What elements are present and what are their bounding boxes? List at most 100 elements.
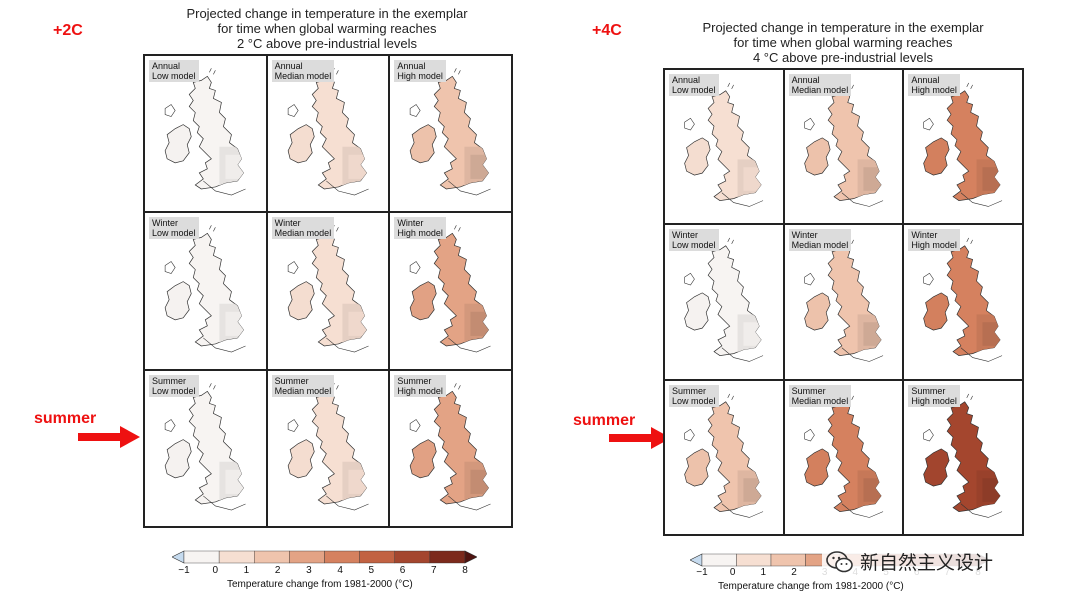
colorbar-segment: [701, 553, 737, 567]
map-cell-label: Summer Median model: [788, 384, 852, 407]
wechat-icon: [826, 550, 853, 572]
map-cell-model: Low model: [152, 228, 196, 239]
uk-map: [287, 382, 369, 510]
map-cell-model: High model: [397, 228, 443, 239]
colorbar-segment: [183, 550, 220, 564]
colorbar-tick-label: 6: [399, 565, 406, 576]
map-cell-label: Summer High model: [394, 374, 446, 397]
panel-title-line: 2 °C above pre-industrial levels: [236, 36, 418, 51]
map-cell-winter-2: Winter High model: [389, 212, 512, 370]
map-cell-model: Median model: [791, 85, 849, 95]
map-cell-season: Winter: [274, 218, 301, 229]
map-cell-model: Low model: [672, 240, 716, 251]
panel-title-line: 4 °C above pre-industrial levels: [752, 50, 934, 65]
panel-title-line: Projected change in temperature in the e…: [186, 6, 468, 21]
colorbar-tick-label: 2: [791, 567, 797, 578]
colorbar-tick-label: 2: [274, 565, 281, 576]
map-cell-label: Summer Low model: [669, 384, 719, 407]
map-cell-label: Annual Median model: [788, 74, 852, 96]
colorbar-tick-label: 5: [368, 565, 375, 576]
map-cell-season: Summer: [274, 375, 309, 386]
colorbar-title-right: Temperature change from 1981-2000 (°C): [718, 581, 904, 592]
panel-title-line: for time when global warming reaches: [733, 35, 953, 50]
uk-map: [684, 238, 764, 363]
map-cell-model: High model: [397, 385, 443, 396]
colorbar-segment: [464, 550, 477, 564]
map-cell-model: Median model: [791, 395, 849, 406]
colorbar-segment: [429, 550, 466, 564]
map-cell-label: Winter High model: [908, 229, 960, 252]
colorbar-segment: [172, 550, 185, 564]
map-cell-label: Winter Median model: [788, 229, 852, 252]
map-cell-season: Summer: [397, 375, 432, 386]
uk-map: [287, 68, 369, 196]
panel-title-line: for time when global warming reaches: [217, 21, 437, 36]
colorbar-tick-label: −1: [178, 565, 190, 576]
uk-map: [923, 238, 1003, 363]
map-cell-model: High model: [911, 395, 957, 406]
uk-map: [684, 82, 764, 207]
colorbar-left: −1 0 1 2 3 4 5 6 7 8 Temperature change from 1981…: [172, 550, 477, 595]
map-cell-annual-2: Annual High model: [389, 55, 512, 213]
uk-map: [923, 82, 1003, 207]
map-cell-label: Summer Median model: [271, 374, 335, 397]
map-cell-summer-0: Summer Low model: [144, 369, 267, 527]
colorbar-tick-label: 3: [306, 565, 312, 576]
map-cell-label: Winter Low model: [149, 217, 199, 240]
colorbar-tick-label: 8: [462, 565, 468, 576]
map-cell-model: Low model: [152, 385, 196, 396]
map-cell-label: Winter High model: [394, 217, 446, 240]
panel-title-right: Projected change in temperature in the e…: [663, 20, 1023, 65]
uk-map: [164, 68, 246, 196]
map-cell-label: Winter Low model: [669, 229, 719, 252]
map-cell-model: Median model: [274, 228, 332, 239]
map-cell-season: Annual: [791, 75, 820, 85]
uk-map: [684, 393, 764, 518]
uk-map: [410, 382, 491, 510]
colorbar-segment: [254, 550, 290, 564]
uk-map: [923, 393, 1003, 518]
uk-map: [410, 225, 491, 353]
map-cell-season: Winter: [397, 218, 424, 229]
map-cell-season: Winter: [672, 230, 699, 241]
panel-title-left: Projected change in temperature in the e…: [142, 6, 512, 51]
map-cell-annual-0: Annual Low model: [664, 69, 784, 225]
arrow-right-icon: [78, 426, 140, 448]
map-cell-winter-0: Winter Low model: [144, 212, 267, 370]
map-cell-season: Annual: [152, 61, 181, 71]
uk-map: [803, 393, 883, 518]
map-cell-summer-1: Summer Median model: [783, 379, 904, 535]
colorbar-tick-label: 1: [243, 565, 250, 576]
colorbar-title-left: Temperature change from 1981-2000 (°C): [227, 579, 413, 590]
map-cell-winter-1: Winter Median model: [783, 224, 904, 380]
map-cell-model: High model: [911, 85, 957, 95]
colorbar-segment: [359, 550, 395, 564]
map-cell-season: Summer: [152, 375, 187, 386]
map-cell-season: Winter: [911, 230, 938, 241]
watermark: 新自然主义设计: [822, 548, 998, 575]
map-cell-summer-1: Summer Median model: [266, 369, 390, 527]
map-cell-season: Winter: [791, 230, 818, 241]
summer-label-left: summer: [34, 410, 97, 427]
map-cell-label: Annual Median model: [271, 60, 335, 82]
map-grid-left: Annual Low model Annual Median model Annual H…: [143, 54, 513, 528]
arrow-right-icon: [609, 427, 671, 449]
colorbar-segment: [289, 550, 325, 564]
colorbar-segment: [770, 553, 806, 567]
map-cell-label: Annual Low model: [669, 74, 719, 96]
map-cell-annual-2: Annual High model: [903, 69, 1023, 225]
map-cell-summer-2: Summer High model: [903, 379, 1023, 535]
map-cell-model: Median model: [791, 240, 849, 251]
map-cell-season: Annual: [397, 61, 426, 71]
colorbar-tick-label: 0: [212, 565, 218, 576]
map-cell-annual-1: Annual Median model: [266, 55, 390, 213]
colorbar-ticks: −1 0 1 2 3 4 5 6 7 8: [172, 565, 477, 577]
colorbar-segment: [394, 550, 431, 564]
colorbar-segment: [736, 553, 772, 567]
colorbar-tick-label: −1: [696, 567, 708, 578]
colorbar-tick-label: 7: [430, 565, 437, 576]
map-cell-summer-2: Summer High model: [389, 369, 512, 527]
map-cell-model: Median model: [274, 71, 332, 81]
colorbar-segment: [690, 553, 703, 567]
watermark-text: 新自然主义设计: [860, 553, 994, 574]
